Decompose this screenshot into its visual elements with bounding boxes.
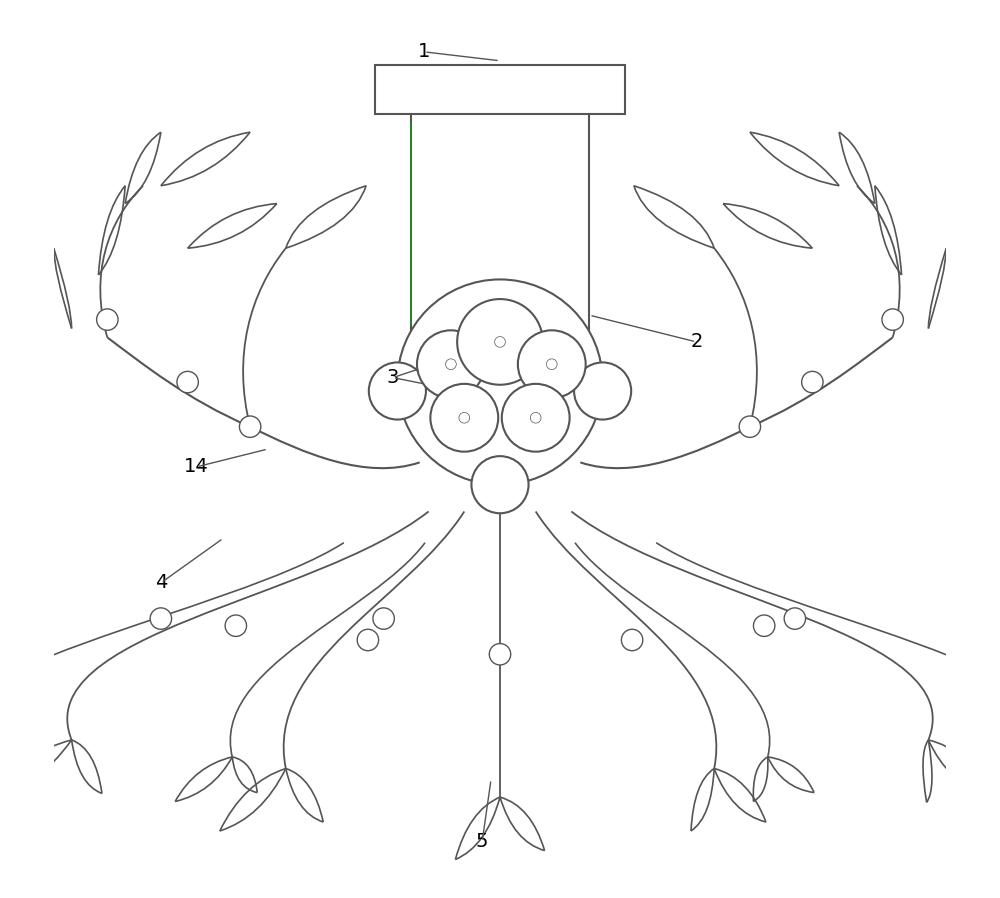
Text: 2: 2 xyxy=(690,332,703,351)
Circle shape xyxy=(753,615,775,637)
Circle shape xyxy=(489,644,511,665)
FancyBboxPatch shape xyxy=(375,66,625,114)
Circle shape xyxy=(574,363,631,419)
Circle shape xyxy=(495,337,505,348)
Text: 3: 3 xyxy=(387,368,399,387)
Circle shape xyxy=(357,629,379,651)
Circle shape xyxy=(177,372,198,392)
Text: 5: 5 xyxy=(476,832,488,851)
Circle shape xyxy=(802,372,823,392)
Text: 4: 4 xyxy=(155,573,167,593)
Circle shape xyxy=(518,330,586,398)
Circle shape xyxy=(97,309,118,330)
Text: 14: 14 xyxy=(184,457,209,476)
Circle shape xyxy=(546,359,557,370)
Circle shape xyxy=(502,383,570,452)
Circle shape xyxy=(739,416,761,437)
Circle shape xyxy=(430,383,498,452)
Circle shape xyxy=(530,412,541,423)
Circle shape xyxy=(369,363,426,419)
Circle shape xyxy=(457,299,543,384)
Circle shape xyxy=(417,330,485,398)
Circle shape xyxy=(446,359,456,370)
Circle shape xyxy=(225,615,247,637)
Circle shape xyxy=(150,608,172,629)
Circle shape xyxy=(471,456,529,514)
Circle shape xyxy=(397,279,603,485)
Circle shape xyxy=(784,608,806,629)
Circle shape xyxy=(621,629,643,651)
Circle shape xyxy=(373,608,394,629)
Text: 1: 1 xyxy=(418,42,430,61)
Circle shape xyxy=(239,416,261,437)
Circle shape xyxy=(459,412,470,423)
Circle shape xyxy=(882,309,903,330)
